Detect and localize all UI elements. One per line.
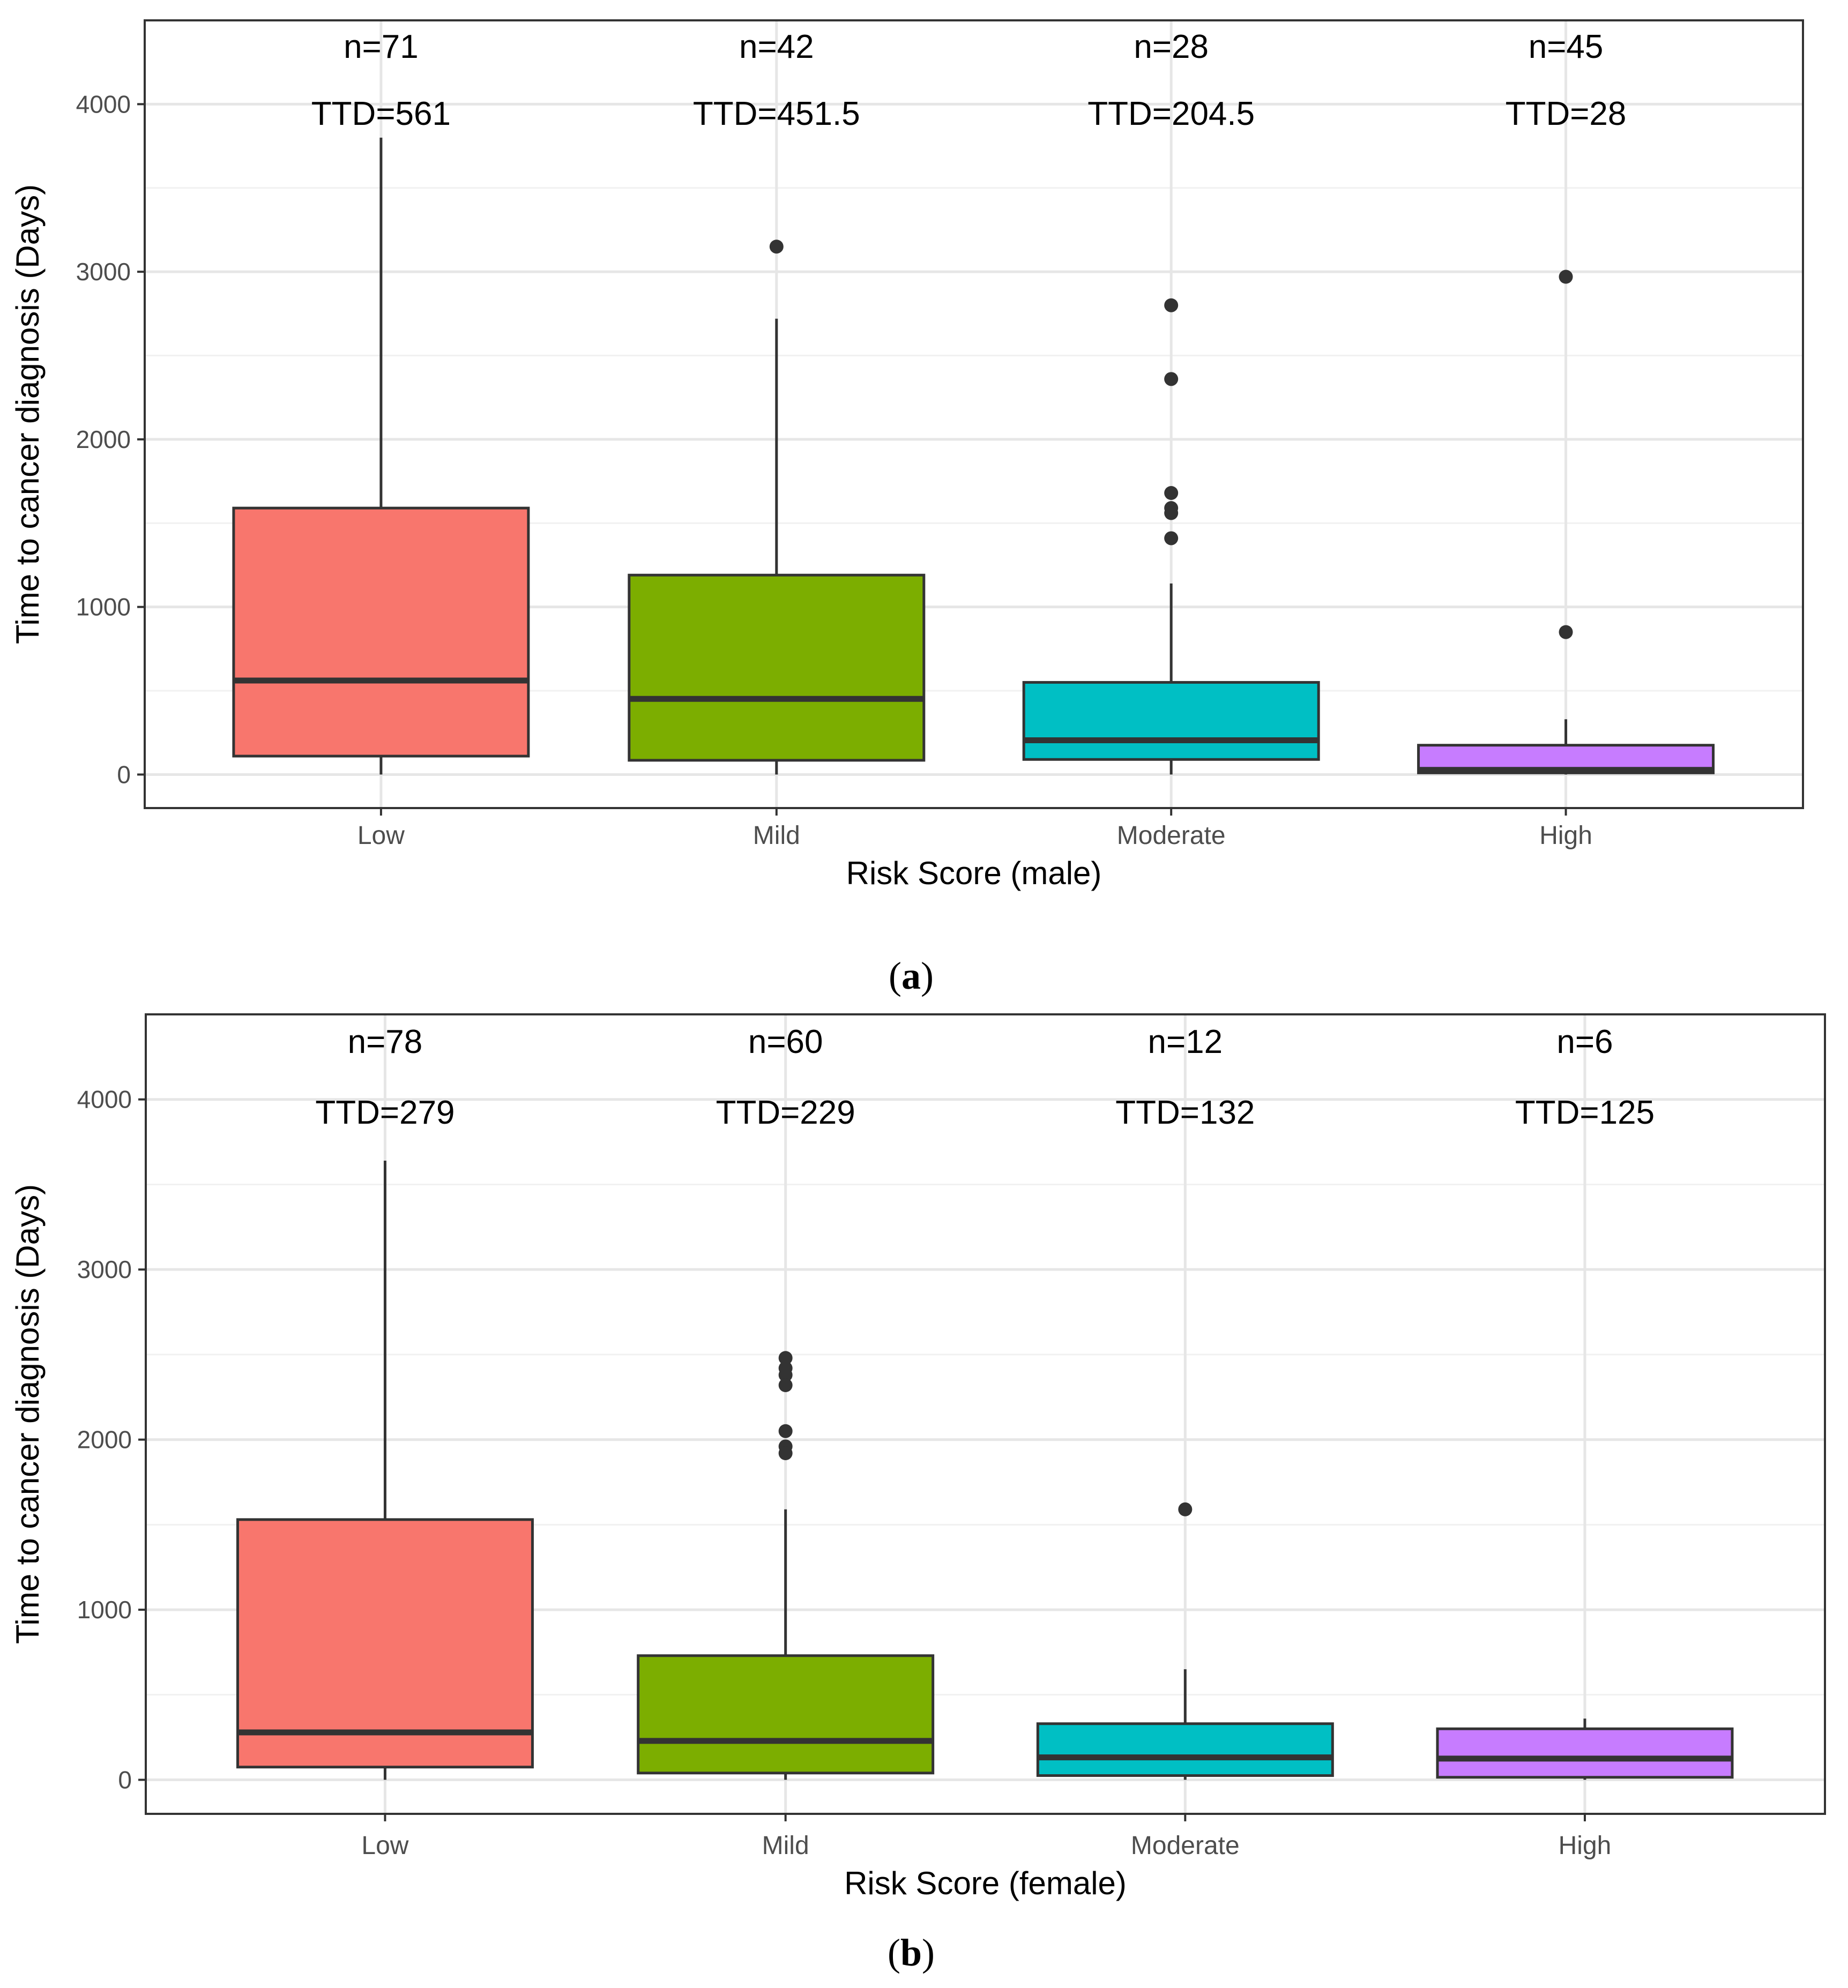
panel-paren: ) <box>922 1931 935 1974</box>
panel-paren: ( <box>888 1931 900 1974</box>
y-tick-label: 3000 <box>77 1255 132 1283</box>
outlier-point <box>778 1424 793 1438</box>
annotation-ttd: TTD=561 <box>311 95 451 132</box>
x-tick-label: Mild <box>753 821 800 850</box>
annotation-n: n=12 <box>1147 1023 1223 1060</box>
plot-border <box>144 19 1804 809</box>
y-tick-label: 3000 <box>76 258 131 286</box>
box-mild <box>637 1351 935 1780</box>
box-high <box>1436 1718 1734 1780</box>
box-iqr <box>236 1518 534 1769</box>
box-iqr <box>1036 1722 1334 1777</box>
box-iqr <box>232 506 530 758</box>
annotation-n: n=6 <box>1556 1023 1613 1060</box>
panel-caption: (b) <box>888 1931 935 1974</box>
box-iqr <box>1436 1727 1734 1779</box>
y-tick-label: 0 <box>117 760 131 788</box>
panel-paren: ) <box>921 954 934 997</box>
panel-paren: ( <box>889 954 901 997</box>
annotation-ttd: TTD=451.5 <box>693 95 860 132</box>
outlier-point <box>1164 506 1179 520</box>
annotation-ttd: TTD=132 <box>1115 1094 1255 1131</box>
y-tick-label: 1000 <box>77 1596 132 1624</box>
x-tick-label: Moderate <box>1131 1832 1240 1860</box>
box-high <box>1417 270 1715 775</box>
box-iqr <box>637 1654 935 1775</box>
x-tick-label: Mild <box>762 1832 809 1860</box>
outlier-point <box>1178 1502 1193 1516</box>
x-axis-title: Risk Score (male) <box>846 855 1102 891</box>
x-tick-label: Moderate <box>1117 821 1226 850</box>
outlier-point <box>1559 625 1573 639</box>
outlier-point <box>778 1367 793 1382</box>
annotation-ttd: TTD=28 <box>1506 95 1627 132</box>
x-tick-label: Low <box>361 1832 408 1860</box>
y-tick-label: 1000 <box>76 593 131 621</box>
annotation-ttd: TTD=229 <box>716 1094 855 1131</box>
annotation-ttd: TTD=279 <box>315 1094 454 1131</box>
box-low <box>232 137 530 775</box>
box-moderate <box>1036 1502 1334 1780</box>
y-tick-label: 4000 <box>76 90 131 118</box>
panel-letter: a <box>901 954 921 997</box>
y-tick-label: 4000 <box>77 1086 132 1113</box>
annotation-n: n=78 <box>348 1023 423 1060</box>
y-tick-label: 0 <box>118 1766 132 1794</box>
y-tick-label: 2000 <box>77 1426 132 1454</box>
outlier-point <box>778 1378 793 1393</box>
annotation-ttd: TTD=204.5 <box>1087 95 1255 132</box>
outlier-point <box>778 1446 793 1461</box>
box-low <box>236 1161 534 1780</box>
outlier-point <box>1164 531 1179 545</box>
y-tick-label: 2000 <box>76 425 131 453</box>
panel-letter: b <box>900 1931 922 1974</box>
box-mild <box>628 240 926 775</box>
box-iqr <box>1022 681 1320 761</box>
outlier-point <box>1164 372 1179 386</box>
chart-panel-b: 0 1000 2000 3000 4000 Low Mild Moderate High n=78… <box>10 1013 1826 1974</box>
outlier-point <box>1164 486 1179 500</box>
annotation-n: n=28 <box>1134 28 1209 65</box>
outlier-point <box>1164 298 1179 312</box>
outlier-point <box>769 240 784 254</box>
x-tick-label: High <box>1559 1832 1612 1860</box>
annotation-ttd: TTD=125 <box>1515 1094 1655 1131</box>
x-tick-label: Low <box>357 821 405 850</box>
annotation-n: n=45 <box>1529 28 1604 65</box>
outlier-point <box>778 1351 793 1365</box>
annotation-n: n=71 <box>344 28 419 65</box>
box-iqr <box>628 573 926 762</box>
annotation-n: n=42 <box>739 28 814 65</box>
x-axis-title: Risk Score (female) <box>844 1865 1127 1901</box>
outlier-point <box>1559 270 1573 284</box>
x-tick-label: High <box>1539 821 1592 850</box>
plot-border <box>145 1013 1826 1815</box>
annotation-n: n=60 <box>748 1023 823 1060</box>
chart-panel-a: 0 1000 2000 3000 4000 Low Mild Moderate High n=71… <box>10 19 1804 997</box>
y-axis-title: Time to cancer diagnosis (Days) <box>10 184 46 644</box>
panel-caption: (a) <box>889 954 934 997</box>
y-axis-title: Time to cancer diagnosis (Days) <box>10 1184 46 1644</box>
box-moderate <box>1022 298 1320 775</box>
